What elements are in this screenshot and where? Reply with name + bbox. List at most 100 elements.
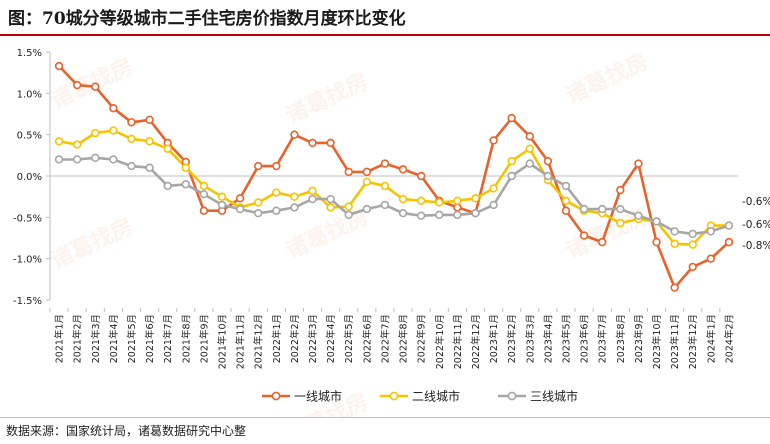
y-tick-label-2: 0.5% — [17, 131, 42, 142]
data-point-0-32 — [634, 159, 643, 168]
x-tick-label-28: 2023年5月 — [561, 314, 573, 363]
y-tick-label-4: -0.5% — [13, 213, 42, 224]
end-label-1: -0.6% — [742, 219, 770, 231]
data-point-2-24 — [489, 200, 498, 210]
chart-title: 图：70城分等级城市二手住宅房价指数月度环比变化 — [8, 9, 406, 29]
line-chart: 诸葛找房诸葛找房诸葛找房诸葛找房诸葛找房诸葛找房诸葛找房 1.5%1.0%0.5… — [13, 48, 770, 417]
data-point-2-0 — [54, 155, 64, 164]
data-point-1-14 — [308, 186, 317, 196]
x-tick-label-36: 2024年1月 — [705, 314, 717, 363]
data-point-0-15 — [326, 138, 335, 148]
data-point-2-12 — [272, 206, 281, 215]
data-point-0-19 — [398, 165, 408, 174]
x-tick-label-24: 2023年1月 — [488, 314, 500, 363]
x-tick-label-9: 2021年10月 — [217, 314, 229, 369]
x-tick-label-22: 2022年11月 — [452, 314, 464, 369]
data-point-2-29 — [579, 204, 589, 214]
data-point-0-4 — [127, 118, 136, 127]
data-point-0-29 — [579, 231, 589, 240]
data-point-0-27 — [543, 156, 553, 166]
data-point-1-13 — [290, 192, 299, 201]
x-tick-label-17: 2022年6月 — [361, 314, 373, 363]
y-tick-label-3: 0.0% — [17, 172, 42, 183]
data-point-2-32 — [634, 211, 643, 220]
data-point-1-34 — [670, 239, 679, 248]
data-point-2-19 — [398, 209, 408, 218]
watermark-1: 诸葛找房 — [282, 68, 373, 129]
data-point-2-15 — [326, 194, 335, 204]
x-tick-label-27: 2023年4月 — [542, 314, 554, 363]
data-point-1-22 — [453, 196, 462, 206]
x-tick-label-1: 2021年2月 — [72, 314, 84, 363]
x-tick-label-15: 2022年4月 — [325, 314, 337, 363]
data-point-1-35 — [688, 240, 697, 249]
data-point-2-22 — [453, 210, 462, 220]
x-tick-label-12: 2022年1月 — [271, 314, 283, 363]
data-point-0-18 — [380, 159, 390, 168]
data-point-2-36 — [706, 227, 716, 236]
end-labels: -0.6% -0.6% -0.8% — [742, 196, 770, 252]
data-point-0-24 — [489, 136, 498, 145]
x-tick-label-3: 2021年4月 — [108, 314, 120, 363]
series-lines — [57, 64, 731, 289]
data-point-2-30 — [598, 204, 607, 214]
legend: 一线城市 二线城市 三线城市 — [262, 389, 578, 404]
x-tick-label-10: 2021年11月 — [235, 314, 247, 369]
legend-label-2: 三线城市 — [530, 389, 578, 404]
data-point-1-12 — [272, 188, 281, 197]
data-point-0-20 — [416, 171, 426, 181]
data-point-2-11 — [254, 209, 263, 218]
data-point-1-21 — [435, 198, 444, 207]
data-point-0-25 — [507, 113, 516, 123]
data-point-2-26 — [525, 159, 534, 168]
data-point-1-2 — [91, 128, 100, 138]
x-tick-label-29: 2023年6月 — [579, 314, 591, 363]
data-point-1-5 — [145, 137, 154, 146]
data-point-2-23 — [471, 209, 480, 218]
data-point-2-37 — [724, 221, 734, 230]
x-tick-label-4: 2021年5月 — [126, 314, 138, 363]
data-point-0-10 — [235, 194, 245, 203]
data-point-1-11 — [254, 198, 263, 207]
series-markers — [54, 61, 734, 292]
data-point-2-31 — [616, 204, 625, 214]
data-point-2-21 — [435, 210, 444, 220]
data-point-1-28 — [561, 196, 571, 206]
x-tick-label-0: 2021年1月 — [54, 314, 66, 363]
x-tick-label-33: 2023年10月 — [651, 314, 663, 369]
data-point-1-7 — [181, 163, 190, 172]
source-note: 数据来源：国家统计局，诸葛数据研究中心整 — [6, 424, 247, 438]
data-point-2-17 — [362, 204, 372, 214]
x-tick-label-31: 2023年8月 — [615, 314, 627, 363]
data-point-1-18 — [380, 181, 390, 191]
data-point-2-2 — [91, 153, 100, 163]
data-point-2-10 — [235, 204, 245, 214]
data-point-2-20 — [416, 211, 426, 220]
legend-label-0: 一线城市 — [294, 389, 342, 404]
data-point-0-3 — [109, 104, 118, 113]
data-point-2-34 — [670, 227, 679, 236]
data-point-0-34 — [670, 283, 679, 292]
x-tick-label-19: 2022年8月 — [398, 314, 410, 363]
data-point-0-13 — [290, 130, 299, 139]
data-point-1-20 — [416, 196, 426, 206]
end-label-2: -0.8% — [742, 240, 770, 252]
data-point-1-19 — [398, 194, 408, 204]
data-point-1-16 — [344, 202, 353, 211]
x-tick-label-14: 2022年3月 — [307, 314, 319, 363]
x-tick-label-11: 2021年12月 — [253, 314, 265, 369]
data-point-2-5 — [145, 163, 154, 172]
y-tick-label-6: -1.5% — [13, 296, 42, 307]
x-tick-label-34: 2023年11月 — [669, 314, 681, 369]
data-point-2-7 — [181, 180, 190, 189]
data-point-2-35 — [688, 229, 697, 239]
data-point-2-16 — [344, 210, 353, 220]
data-point-2-13 — [290, 203, 299, 212]
data-point-2-1 — [72, 155, 82, 164]
data-point-2-18 — [380, 200, 390, 210]
data-point-2-6 — [163, 181, 172, 191]
data-point-2-4 — [127, 161, 136, 171]
data-point-2-25 — [507, 171, 516, 181]
watermark-2: 诸葛找房 — [562, 48, 653, 109]
chart-axes: 1.5% 1.0% 0.5% 0.0% -0.5% -1.0% -1.5% 2021年1月 20… — [13, 48, 738, 369]
